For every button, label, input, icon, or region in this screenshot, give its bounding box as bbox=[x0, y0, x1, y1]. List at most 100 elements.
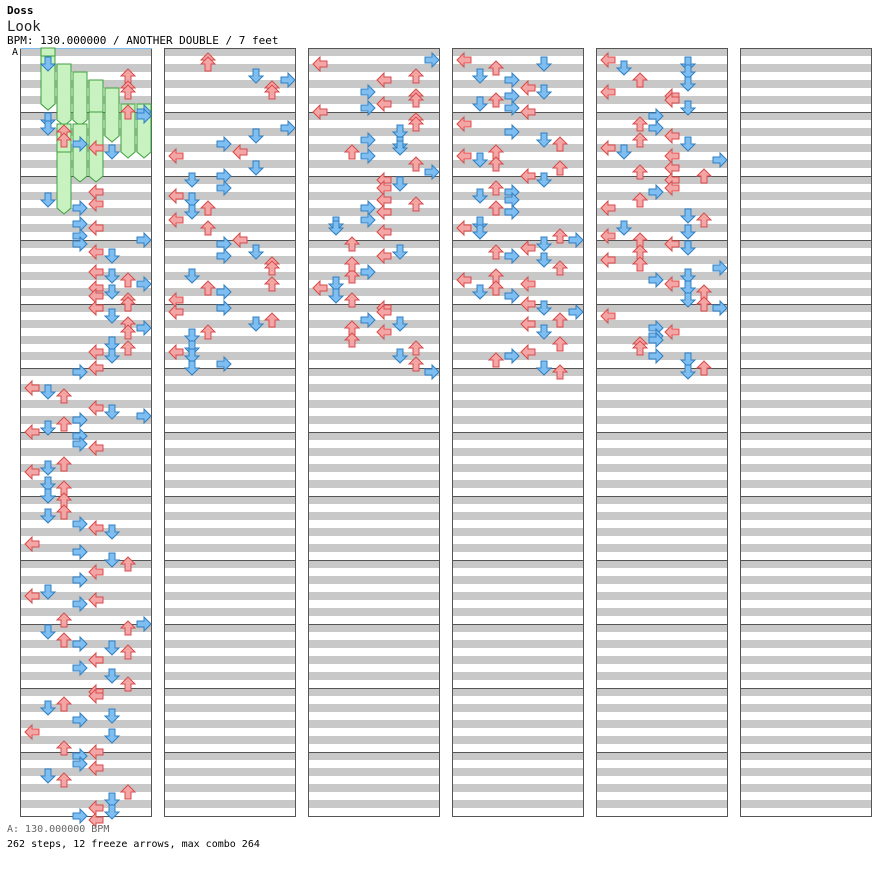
step-arrow bbox=[343, 268, 361, 284]
beat-stripe bbox=[20, 208, 152, 216]
beat-stripe bbox=[308, 480, 440, 488]
step-arrow bbox=[39, 460, 57, 476]
step-arrow bbox=[199, 56, 217, 72]
beat-stripe bbox=[740, 48, 872, 56]
beat-stripe bbox=[740, 560, 872, 568]
beat-stripe bbox=[452, 496, 584, 504]
step-arrow bbox=[39, 192, 57, 208]
beat-stripe bbox=[20, 352, 152, 360]
step-arrow bbox=[679, 292, 697, 308]
beat-stripe bbox=[452, 240, 584, 248]
beat-stripe bbox=[452, 624, 584, 632]
step-arrow bbox=[183, 204, 201, 220]
beat-stripe bbox=[20, 720, 152, 728]
beat-stripe bbox=[740, 512, 872, 520]
beat-stripe bbox=[164, 80, 296, 88]
step-arrow bbox=[55, 696, 73, 712]
step-arrow bbox=[679, 280, 697, 296]
step-arrow bbox=[247, 68, 265, 84]
beat-stripe bbox=[596, 448, 728, 456]
step-arrow bbox=[232, 143, 248, 161]
beat-stripe bbox=[740, 176, 872, 184]
step-arrow bbox=[263, 84, 281, 100]
step-arrow bbox=[103, 640, 121, 656]
step-arrow bbox=[712, 299, 728, 317]
beat-stripe bbox=[740, 432, 872, 440]
beat-stripe bbox=[164, 640, 296, 648]
beat-stripe bbox=[164, 320, 296, 328]
beat-stripe bbox=[20, 304, 152, 312]
beat-stripe bbox=[164, 800, 296, 808]
step-arrow bbox=[39, 700, 57, 716]
beat-stripe bbox=[740, 384, 872, 392]
beat-stripe bbox=[740, 592, 872, 600]
step-arrow bbox=[343, 144, 361, 160]
step-arrow bbox=[679, 352, 697, 368]
beat-stripe bbox=[308, 272, 440, 280]
step-arrow bbox=[216, 299, 232, 317]
step-arrow bbox=[183, 268, 201, 284]
beat-stripe bbox=[452, 576, 584, 584]
step-arrow bbox=[376, 71, 392, 89]
step-arrow bbox=[103, 708, 121, 724]
step-arrow bbox=[199, 280, 217, 296]
step-arrow bbox=[39, 384, 57, 400]
beat-stripe bbox=[308, 416, 440, 424]
song-title: Look bbox=[7, 19, 41, 35]
beat-stripe bbox=[740, 304, 872, 312]
beat-stripe bbox=[308, 80, 440, 88]
beat-stripe bbox=[20, 64, 152, 72]
step-arrow bbox=[24, 423, 40, 441]
beat-stripe bbox=[740, 256, 872, 264]
step-arrow bbox=[103, 268, 121, 284]
step-arrow bbox=[695, 168, 713, 184]
beat-stripe bbox=[740, 272, 872, 280]
beat-stripe bbox=[596, 384, 728, 392]
beat-stripe bbox=[452, 416, 584, 424]
beat-stripe bbox=[452, 48, 584, 56]
beat-stripe bbox=[164, 432, 296, 440]
beat-stripe bbox=[452, 752, 584, 760]
step-arrow bbox=[343, 236, 361, 252]
step-arrow bbox=[72, 571, 88, 589]
step-arrow bbox=[343, 292, 361, 308]
beat-stripe bbox=[308, 640, 440, 648]
step-arrow bbox=[407, 340, 425, 356]
beat-stripe bbox=[596, 784, 728, 792]
beat-stripe bbox=[740, 544, 872, 552]
beat-stripe bbox=[596, 592, 728, 600]
beat-stripe bbox=[596, 320, 728, 328]
step-arrow bbox=[136, 407, 152, 425]
step-arrow bbox=[695, 296, 713, 312]
beat-stripe bbox=[452, 96, 584, 104]
beat-stripe bbox=[740, 464, 872, 472]
step-arrow bbox=[456, 271, 472, 289]
beat-stripe bbox=[740, 784, 872, 792]
beat-stripe bbox=[308, 336, 440, 344]
chart-column bbox=[308, 48, 440, 817]
beat-stripe bbox=[452, 560, 584, 568]
beat-stripe bbox=[740, 448, 872, 456]
beat-stripe bbox=[740, 640, 872, 648]
step-arrow bbox=[55, 612, 73, 628]
beat-stripe bbox=[308, 592, 440, 600]
step-arrow bbox=[119, 620, 137, 636]
beat-stripe bbox=[596, 272, 728, 280]
beat-stripe bbox=[452, 272, 584, 280]
beat-stripe bbox=[20, 464, 152, 472]
step-arrow bbox=[88, 359, 104, 377]
step-arrow bbox=[520, 79, 536, 97]
beat-stripe bbox=[740, 480, 872, 488]
step-arrow bbox=[360, 99, 376, 117]
step-arrow bbox=[520, 343, 536, 361]
step-arrow bbox=[88, 263, 104, 281]
beat-stripe bbox=[308, 720, 440, 728]
step-arrow bbox=[247, 128, 265, 144]
step-arrow bbox=[39, 768, 57, 784]
beat-stripe bbox=[164, 352, 296, 360]
step-arrow bbox=[407, 356, 425, 372]
step-arrow bbox=[39, 476, 57, 492]
step-arrow bbox=[487, 92, 505, 108]
step-arrow bbox=[55, 632, 73, 648]
beat-stripe bbox=[164, 384, 296, 392]
